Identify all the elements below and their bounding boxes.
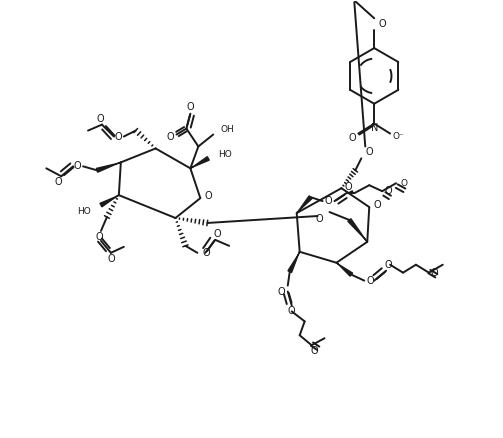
Polygon shape bbox=[100, 195, 119, 207]
Text: O: O bbox=[384, 260, 392, 270]
Text: O: O bbox=[96, 113, 104, 124]
Polygon shape bbox=[288, 252, 300, 272]
Polygon shape bbox=[348, 219, 368, 242]
Text: O: O bbox=[114, 131, 122, 141]
Text: O: O bbox=[345, 182, 352, 192]
Text: O: O bbox=[384, 186, 392, 196]
Text: O: O bbox=[166, 131, 175, 141]
Text: O: O bbox=[378, 19, 386, 29]
Text: O: O bbox=[325, 196, 332, 206]
Polygon shape bbox=[97, 162, 121, 172]
Text: O: O bbox=[366, 276, 374, 286]
Polygon shape bbox=[190, 157, 209, 169]
Text: O⁻: O⁻ bbox=[392, 132, 404, 141]
Text: O: O bbox=[430, 268, 438, 278]
Text: O: O bbox=[288, 307, 296, 316]
Text: O: O bbox=[95, 232, 103, 242]
Text: O: O bbox=[73, 161, 81, 171]
Text: O: O bbox=[400, 179, 407, 188]
Text: O: O bbox=[316, 214, 323, 224]
Polygon shape bbox=[337, 262, 353, 276]
Text: O: O bbox=[187, 102, 194, 112]
Text: O: O bbox=[373, 200, 381, 210]
Text: O: O bbox=[365, 148, 373, 157]
Text: O: O bbox=[349, 133, 356, 142]
Text: OH: OH bbox=[220, 125, 234, 134]
Text: HO: HO bbox=[77, 207, 91, 215]
Text: O: O bbox=[311, 346, 318, 356]
Polygon shape bbox=[296, 196, 312, 213]
Text: HO: HO bbox=[218, 150, 232, 159]
Text: N: N bbox=[371, 123, 378, 133]
Text: O: O bbox=[277, 286, 285, 297]
Text: O: O bbox=[213, 229, 221, 239]
Text: O: O bbox=[204, 191, 212, 201]
Text: O: O bbox=[202, 248, 210, 258]
Text: O: O bbox=[54, 177, 62, 187]
Text: O: O bbox=[107, 254, 115, 264]
